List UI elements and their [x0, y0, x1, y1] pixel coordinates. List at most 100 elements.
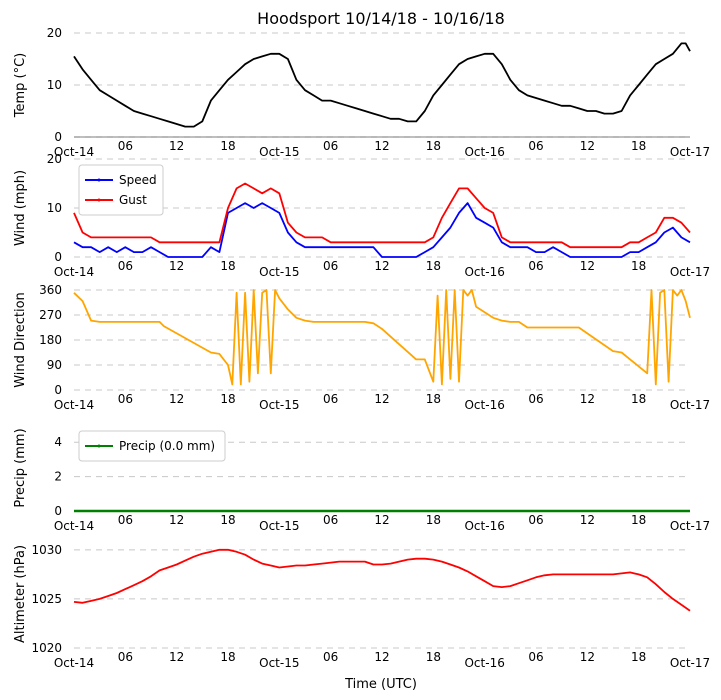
x-tick-label: Oct-16 — [464, 656, 504, 670]
y-tick-label: 0 — [54, 383, 62, 397]
y-tick-label: 0 — [54, 250, 62, 264]
x-tick-label: 18 — [426, 139, 441, 153]
x-tick-label: Oct-15 — [259, 656, 299, 670]
x-tick-label: 18 — [220, 259, 235, 273]
y-tick-label: 20 — [47, 26, 62, 40]
x-tick-label: 06 — [528, 139, 543, 153]
x-axis-label: Time (UTC) — [344, 677, 417, 692]
x-tick-label: 18 — [220, 650, 235, 664]
y-tick-label: 0 — [54, 504, 62, 518]
x-tick-label: Oct-14 — [54, 398, 94, 412]
x-tick-label: 12 — [374, 139, 389, 153]
x-tick-label: 12 — [169, 139, 184, 153]
x-tick-label: 06 — [323, 513, 338, 527]
x-tick-label: 12 — [169, 392, 184, 406]
series-wind-gust — [73, 182, 691, 249]
x-tick-label: 12 — [580, 139, 595, 153]
x-tick-label: Oct-17 — [670, 519, 710, 533]
y-tick-label: 10 — [47, 201, 62, 215]
y-tick-label: 90 — [47, 358, 62, 372]
x-tick-label: 06 — [528, 392, 543, 406]
x-tick-label: 06 — [323, 392, 338, 406]
x-tick-label: 12 — [169, 513, 184, 527]
x-tick-label: 06 — [118, 259, 133, 273]
x-tick-label: Oct-15 — [259, 398, 299, 412]
x-tick-label: Oct-17 — [670, 145, 710, 159]
x-tick-label: 06 — [323, 259, 338, 273]
x-tick-label: 12 — [580, 650, 595, 664]
legend-marker — [97, 198, 101, 202]
panel-wind: 0 10 20 Wind (mph) Oct-14 06 12 18 Oct-15 06 12 18 O… — [13, 152, 710, 279]
x-tick-label: 06 — [323, 650, 338, 664]
legend-label: Gust — [119, 193, 147, 207]
x-tick-label: 12 — [374, 513, 389, 527]
x-tick-label: Oct-17 — [670, 265, 710, 279]
x-tick-label: 18 — [631, 513, 646, 527]
series-alt-altimeter — [73, 548, 691, 612]
y-tick-label: 4 — [54, 435, 62, 449]
x-tick-label: 12 — [169, 650, 184, 664]
x-tick-label: 06 — [323, 139, 338, 153]
series-temp-temp — [73, 42, 691, 128]
x-tick-label: 18 — [631, 392, 646, 406]
x-tick-label: Oct-14 — [54, 656, 94, 670]
y-axis-label: Precip (mm) — [13, 428, 28, 507]
x-tick-label: 18 — [426, 259, 441, 273]
legend-box — [78, 430, 226, 462]
legend-marker — [97, 178, 101, 182]
panel-temp: 0 10 20 Temp (°C) Oct-14 06 12 18 Oct-15 06 12 18 Oc… — [13, 26, 710, 159]
legend-box — [78, 164, 164, 216]
x-tick-label: 18 — [426, 650, 441, 664]
x-tick-label: Oct-17 — [670, 656, 710, 670]
y-axis-label: Wind Direction — [13, 292, 28, 388]
x-tick-label: 12 — [580, 392, 595, 406]
x-tick-label: 06 — [528, 513, 543, 527]
y-tick-label: 20 — [47, 152, 62, 166]
x-tick-label: 12 — [169, 259, 184, 273]
y-tick-label: 10 — [47, 78, 62, 92]
x-tick-label: Oct-14 — [54, 145, 94, 159]
x-tick-label: 12 — [374, 650, 389, 664]
x-tick-label: 06 — [118, 139, 133, 153]
x-tick-label: 18 — [220, 392, 235, 406]
x-tick-label: 06 — [118, 392, 133, 406]
x-tick-label: 12 — [374, 392, 389, 406]
series-wind-speed — [73, 202, 691, 258]
y-axis-label: Temp (°C) — [13, 53, 28, 119]
x-tick-label: 06 — [528, 650, 543, 664]
x-tick-label: Oct-15 — [259, 145, 299, 159]
y-tick-label: 0 — [54, 130, 62, 144]
x-tick-label: 18 — [631, 139, 646, 153]
x-tick-label: 18 — [426, 513, 441, 527]
chart-title: Hoodsport 10/14/18 - 10/16/18 — [257, 9, 505, 28]
panel-precip: 0 2 4 Precip (mm) Oct-14 06 12 18 Oct-15 06 12 18 Oc… — [13, 428, 710, 533]
x-tick-label: Oct-16 — [464, 145, 504, 159]
x-tick-label: Oct-15 — [259, 265, 299, 279]
y-tick-label: 1020 — [31, 641, 62, 655]
y-axis-label: Wind (mph) — [13, 170, 28, 246]
legend-label: Precip (0.0 mm) — [119, 439, 215, 453]
x-tick-label: Oct-14 — [54, 265, 94, 279]
x-tick-label: 06 — [118, 513, 133, 527]
y-tick-label: 1030 — [31, 543, 62, 557]
x-tick-label: 18 — [426, 392, 441, 406]
panel-dir: 0 90 180 270 360 Wind Direction Oct-14 06 12 18 Oc… — [13, 283, 710, 412]
x-tick-label: Oct-16 — [464, 519, 504, 533]
x-tick-label: 18 — [220, 513, 235, 527]
y-tick-label: 180 — [39, 333, 62, 347]
x-tick-label: 06 — [528, 259, 543, 273]
x-tick-label: 12 — [374, 259, 389, 273]
x-tick-label: 06 — [118, 650, 133, 664]
x-tick-label: 18 — [220, 139, 235, 153]
x-tick-label: Oct-15 — [259, 519, 299, 533]
x-tick-label: Oct-14 — [54, 519, 94, 533]
x-tick-label: Oct-17 — [670, 398, 710, 412]
y-axis-label: Altimeter (hPa) — [13, 545, 28, 643]
y-tick-label: 270 — [39, 308, 62, 322]
x-tick-label: 12 — [580, 513, 595, 527]
y-tick-label: 360 — [39, 283, 62, 297]
x-tick-label: 18 — [631, 650, 646, 664]
y-tick-label: 1025 — [31, 592, 62, 606]
x-tick-label: Oct-16 — [464, 265, 504, 279]
